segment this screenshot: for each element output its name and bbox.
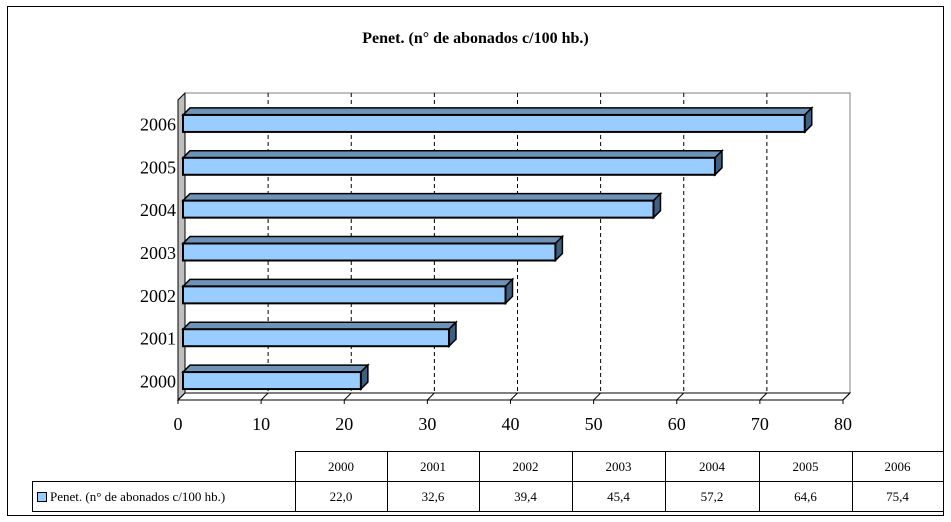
y-category-label: 2002	[140, 286, 176, 306]
bar-top	[183, 237, 562, 244]
data-table-year-header: 2000	[295, 452, 387, 482]
y-category-label: 2000	[140, 372, 176, 392]
legend-series-name: Penet. (n° de abonados c/100 hb.)	[50, 489, 225, 504]
bar-top	[183, 322, 456, 329]
bar	[183, 372, 361, 389]
y-category-label: 2006	[140, 114, 176, 134]
y-category-label: 2005	[140, 157, 176, 177]
x-tick-label: 0	[174, 414, 183, 434]
data-table-corner	[33, 452, 296, 482]
data-table-year-header: 2003	[572, 452, 665, 482]
bar-top	[183, 151, 722, 158]
data-table-year-header: 2001	[387, 452, 479, 482]
legend-key-icon	[37, 492, 47, 502]
y-category-label: 2001	[140, 329, 176, 349]
bar-top	[183, 279, 513, 286]
x-tick-label: 60	[668, 414, 686, 434]
data-table-year-header: 2006	[852, 452, 943, 482]
data-table-year-header: 2005	[759, 452, 852, 482]
data-table-value: 75,4	[852, 482, 943, 512]
bar	[183, 329, 449, 346]
y-category-label: 2003	[140, 243, 176, 263]
bar	[183, 201, 653, 218]
bar-top	[183, 194, 660, 201]
x-tick-label: 10	[252, 414, 270, 434]
bar	[183, 115, 805, 132]
data-table-value: 45,4	[572, 482, 665, 512]
y-category-label: 2004	[140, 200, 176, 220]
bar-top	[183, 108, 812, 115]
data-table-value: 39,4	[479, 482, 572, 512]
bar-top	[183, 365, 368, 372]
bar	[183, 286, 506, 303]
x-tick-label: 20	[335, 414, 353, 434]
data-table-value: 32,6	[387, 482, 479, 512]
x-tick-label: 80	[834, 414, 852, 434]
data-table-series-label: Penet. (n° de abonados c/100 hb.)	[33, 482, 296, 512]
data-table-value: 22,0	[295, 482, 387, 512]
bar	[183, 244, 555, 261]
x-tick-label: 70	[751, 414, 769, 434]
x-tick-label: 30	[418, 414, 436, 434]
x-tick-label: 50	[585, 414, 603, 434]
data-table-series-row: Penet. (n° de abonados c/100 hb.) 22,0 3…	[33, 482, 944, 512]
data-table-year-header: 2002	[479, 452, 572, 482]
bar	[183, 158, 715, 175]
data-table-header-row: 2000 2001 2002 2003 2004 2005 2006	[33, 452, 944, 482]
data-table-year-header: 2004	[665, 452, 759, 482]
data-table: 2000 2001 2002 2003 2004 2005 2006 Penet…	[32, 451, 944, 512]
data-table-value: 64,6	[759, 482, 852, 512]
x-tick-label: 40	[502, 414, 520, 434]
data-table-value: 57,2	[665, 482, 759, 512]
